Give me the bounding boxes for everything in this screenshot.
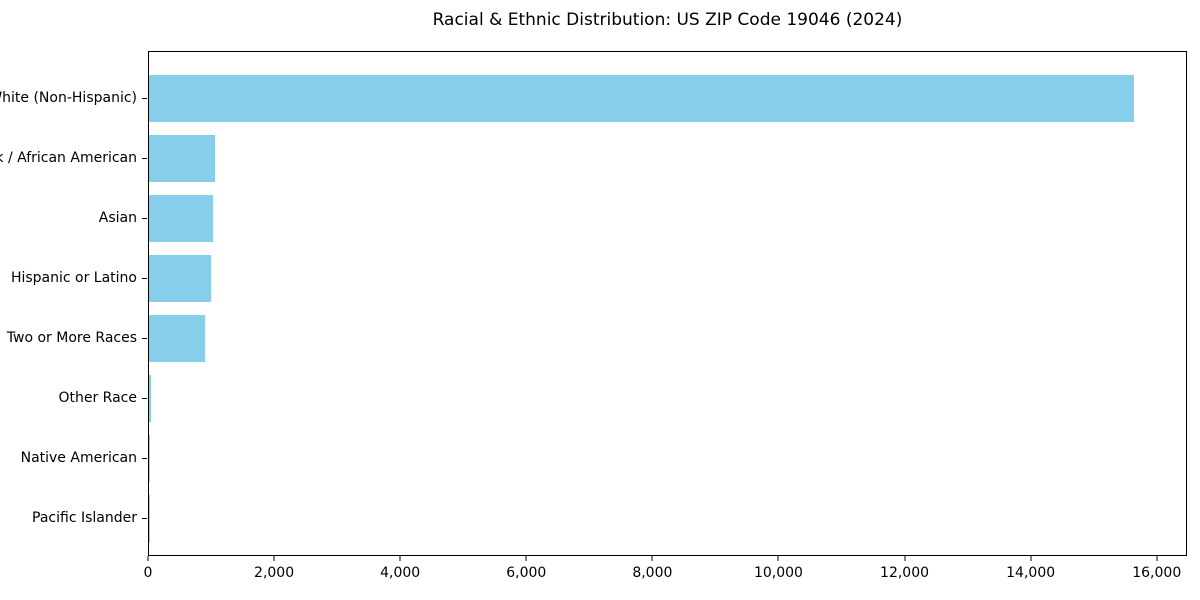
y-axis-label: Hispanic or Latino xyxy=(10,269,137,286)
x-tick-label: 4,000 xyxy=(380,565,421,581)
x-tick xyxy=(777,556,779,561)
y-tick xyxy=(142,217,147,219)
x-tick xyxy=(399,556,401,561)
x-tick-label: 8,000 xyxy=(632,565,673,581)
y-tick xyxy=(142,457,147,459)
bar-black-african-american xyxy=(149,135,216,183)
x-tick-label: 0 xyxy=(143,565,153,581)
y-tick xyxy=(142,97,147,99)
x-tick-label: 12,000 xyxy=(880,565,930,581)
y-tick xyxy=(142,337,147,339)
x-tick xyxy=(904,556,906,561)
y-axis-label: Pacific Islander xyxy=(32,509,137,526)
y-axis-label: Asian xyxy=(98,209,137,226)
x-tick xyxy=(273,556,275,561)
y-axis-label: Black / African American xyxy=(0,149,137,166)
y-tick xyxy=(142,277,147,279)
bar-white-non-hispanic xyxy=(149,75,1134,123)
bar-other-race xyxy=(149,375,151,423)
x-tick-label: 16,000 xyxy=(1132,565,1182,581)
plot-area xyxy=(148,51,1187,556)
bar-two-or-more-races xyxy=(149,315,206,363)
x-tick xyxy=(147,556,149,561)
y-tick xyxy=(142,517,147,519)
x-tick-label: 14,000 xyxy=(1006,565,1056,581)
y-tick xyxy=(142,157,147,159)
y-axis-label: White (Non-Hispanic) xyxy=(0,89,137,106)
y-axis-label: Native American xyxy=(20,449,137,466)
y-axis-label: Two or More Races xyxy=(6,329,137,346)
x-tick-label: 2,000 xyxy=(254,565,295,581)
x-tick xyxy=(1030,556,1032,561)
y-axis: White (Non-Hispanic) Black / African Amer… xyxy=(0,51,148,556)
x-tick-label: 6,000 xyxy=(506,565,547,581)
chart-title: Racial & Ethnic Distribution: US ZIP Cod… xyxy=(432,10,903,30)
y-axis-label: Other Race xyxy=(58,389,137,406)
bar-hispanic-or-latino xyxy=(149,255,211,303)
x-axis: 0 2,000 4,000 6,000 8,000 10,000 12,000 14,000 1… xyxy=(144,556,1187,596)
bar-native-american xyxy=(149,435,150,483)
x-tick-label: 10,000 xyxy=(753,565,803,581)
x-tick xyxy=(1156,556,1158,561)
x-tick xyxy=(525,556,527,561)
x-tick xyxy=(651,556,653,561)
bar-asian xyxy=(149,195,214,243)
y-tick xyxy=(142,397,147,399)
